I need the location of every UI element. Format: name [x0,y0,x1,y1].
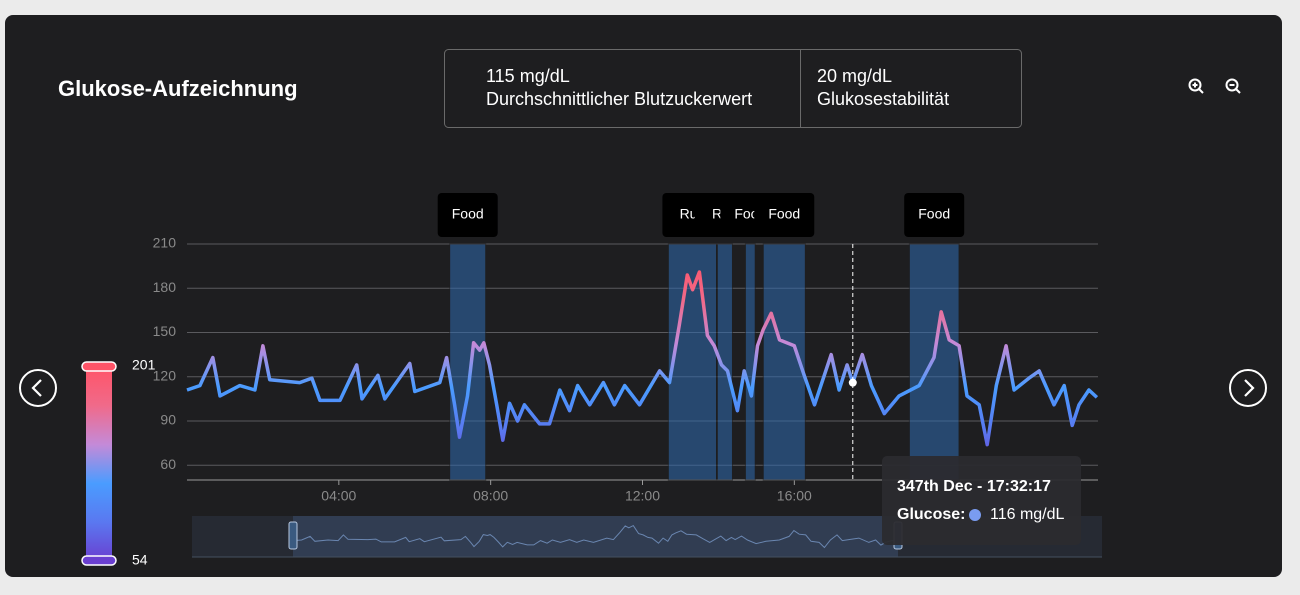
navigator-handle[interactable] [288,521,298,550]
prev-button[interactable] [19,369,57,407]
stats-box [444,49,1022,128]
y-tick-label: 120 [153,367,177,383]
card-title: Glukose-Aufzeichnung [58,76,298,101]
y-tick-label: 210 [153,235,177,251]
y-tick-label: 150 [153,323,177,339]
stat-value: 115 mg/dL [486,66,570,86]
navigator-line [292,524,898,549]
x-tick-label: 12:00 [625,488,660,504]
card [5,15,1282,577]
event-label: Food [918,206,950,222]
glucose-line [186,270,1099,447]
color-scale-bar [86,367,112,561]
event-label: Food [768,206,800,222]
tooltip-swatch [969,509,981,521]
next-button[interactable] [1229,369,1267,407]
event-band [908,243,960,481]
event-label-box [437,193,498,237]
stat-value: 20 mg/dL [817,66,892,86]
event-band [716,243,733,481]
zoom-out[interactable] [1225,78,1241,94]
color-scale-handle [81,555,117,566]
tooltip-box [882,456,1081,545]
event-label-box [754,193,815,237]
event-label-box [904,193,965,237]
event-label: Food [452,206,484,222]
event-band [667,243,718,481]
stat-label: Glukosestabilität [817,89,949,109]
color-scale-max: 201 [132,357,156,373]
navigator-selection[interactable] [293,516,898,557]
cursor-point [848,378,857,387]
zoom-in[interactable] [1188,78,1204,94]
color-scale-handle [81,361,117,372]
y-tick-label: 90 [160,412,176,428]
x-tick-label: 08:00 [473,488,508,504]
x-tick-label: 04:00 [321,488,356,504]
tooltip-title: 347th Dec - 17:32:17 [897,478,1051,495]
color-scale-min: 54 [132,552,148,568]
tooltip-value: 116 mg/dL [990,506,1065,523]
stat-label: Durchschnittlicher Blutzuckerwert [486,89,752,109]
y-tick-label: 180 [153,279,177,295]
event-band [449,243,487,481]
x-tick-label: 16:00 [777,488,812,504]
event-band [744,243,756,481]
tooltip-label: Glucose: [897,506,965,523]
y-tick-label: 60 [160,456,176,472]
